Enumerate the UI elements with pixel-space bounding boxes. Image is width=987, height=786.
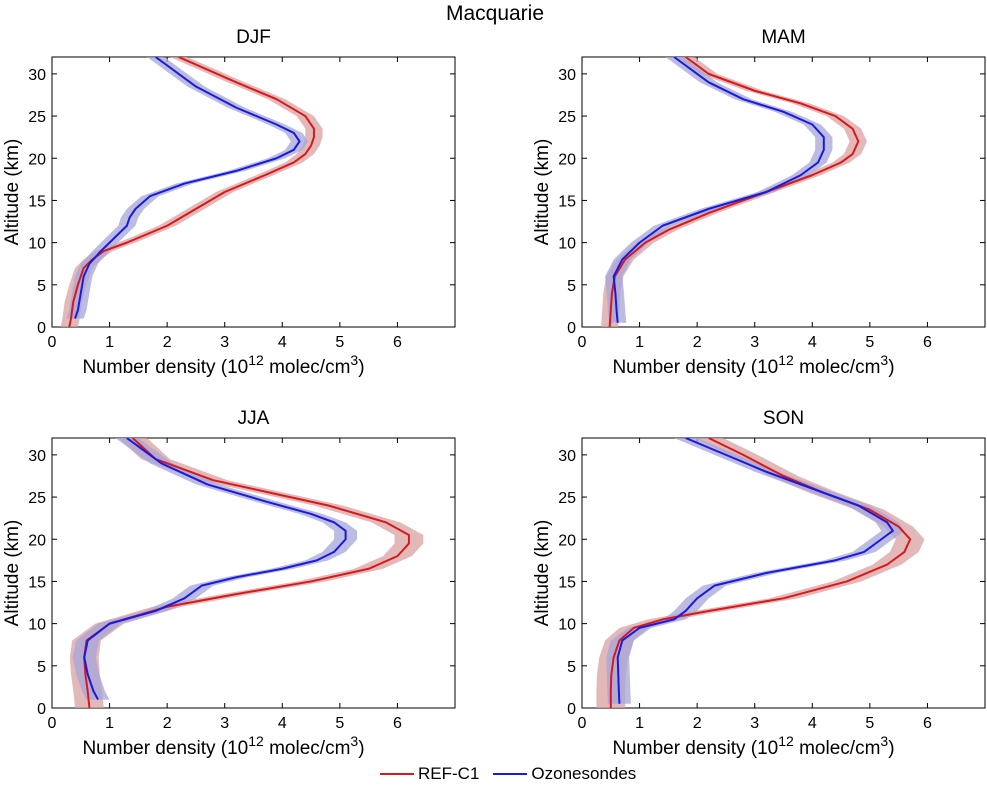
panel-title: SON <box>763 408 804 429</box>
line-ozonesondes <box>616 438 894 704</box>
legend-label-ref-c1: REF-C1 <box>418 764 480 783</box>
y-tick-label: 15 <box>558 574 576 591</box>
line-ozonesondes <box>83 438 347 701</box>
x-tick-label: 5 <box>335 715 344 732</box>
x-tick-label: 4 <box>278 715 287 732</box>
y-tick-label: 30 <box>28 67 46 84</box>
y-axis-label: Altitude (km) <box>2 139 23 246</box>
y-tick-label: 15 <box>558 193 576 210</box>
x-tick-label: 0 <box>48 334 57 351</box>
x-tick-label: 0 <box>48 715 57 732</box>
x-tick-label: 4 <box>278 334 287 351</box>
plot-area <box>69 438 424 708</box>
y-tick-label: 10 <box>28 236 46 253</box>
x-axis-label: Number density (1012​ molec/cm3​) <box>82 733 364 759</box>
legend-swatch-ref-c1 <box>380 773 414 775</box>
y-tick-label: 20 <box>28 151 46 168</box>
plot-frame <box>581 56 986 328</box>
y-tick-label: 25 <box>28 490 46 507</box>
x-tick-label: 6 <box>923 334 932 351</box>
panel-son: SON 0 1 2 3 4 5 6 0 5 10 15 20 25 30 Number density (10… <box>532 408 986 759</box>
x-axis-label: Number density (1012​ molec/cm3​) <box>612 733 894 759</box>
y-axis-label: Altitude (km) <box>2 520 23 627</box>
y-tick-label: 15 <box>28 193 46 210</box>
y-tick-label: 20 <box>28 532 46 549</box>
y-tick-label: 30 <box>28 448 46 465</box>
line-ref-c1 <box>608 57 860 327</box>
x-tick-label: 5 <box>335 334 344 351</box>
x-tick-label: 5 <box>865 334 874 351</box>
plot-frame <box>51 437 456 709</box>
x-tick-label: 0 <box>578 334 587 351</box>
x-tick-label: 2 <box>163 715 172 732</box>
x-axis-label: Number density (1012​ molec/cm3​) <box>82 352 364 378</box>
y-tick-label: 10 <box>558 617 576 634</box>
plot-frame <box>581 437 986 709</box>
y-tick-label: 5 <box>567 659 576 676</box>
y-tick-label: 10 <box>28 617 46 634</box>
panel-jja: JJA 0 1 2 3 4 5 6 0 5 10 15 20 25 30 Number density (10… <box>2 408 456 759</box>
legend: REF-C1 Ozonesondes <box>380 764 650 784</box>
y-tick-label: 30 <box>558 448 576 465</box>
y-tick-label: 20 <box>558 151 576 168</box>
y-tick-label: 0 <box>37 701 46 718</box>
panel-title: JJA <box>238 408 270 429</box>
y-tick-label: 20 <box>558 532 576 549</box>
panel-mam: MAM 0 1 2 3 4 5 6 0 5 10 15 20 25 30 Number density (10… <box>532 27 986 378</box>
y-tick-label: 25 <box>558 109 576 126</box>
x-tick-label: 6 <box>923 715 932 732</box>
band-ref-c1 <box>69 438 424 708</box>
x-tick-label: 3 <box>750 715 759 732</box>
band-ref-c1 <box>596 438 925 708</box>
y-tick-label: 5 <box>567 278 576 295</box>
x-tick-label: 4 <box>808 334 817 351</box>
y-tick-label: 30 <box>558 67 576 84</box>
plot-area <box>600 57 867 327</box>
y-tick-label: 0 <box>37 320 46 337</box>
x-axis-label: Number density (1012​ molec/cm3​) <box>612 352 894 378</box>
x-tick-label: 1 <box>105 715 114 732</box>
x-tick-label: 2 <box>693 715 702 732</box>
x-tick-label: 4 <box>808 715 817 732</box>
y-tick-label: 15 <box>28 574 46 591</box>
x-tick-label: 2 <box>163 334 172 351</box>
x-tick-label: 6 <box>393 334 402 351</box>
x-tick-label: 3 <box>220 715 229 732</box>
legend-swatch-ozonesondes <box>493 773 528 775</box>
legend-label-ozonesondes: Ozonesondes <box>531 764 637 783</box>
legend-item-ozonesondes: Ozonesondes <box>493 764 636 784</box>
panel-title: MAM <box>761 27 805 48</box>
panel-djf: DJF 0 1 2 3 4 5 6 0 5 10 15 20 25 30 Number density (10… <box>2 27 456 378</box>
x-tick-label: 6 <box>393 715 402 732</box>
x-tick-label: 1 <box>105 334 114 351</box>
x-tick-label: 1 <box>635 715 644 732</box>
band-ref-c1 <box>60 57 323 327</box>
y-tick-label: 10 <box>558 236 576 253</box>
y-tick-label: 0 <box>567 701 576 718</box>
plot-frame <box>51 56 456 328</box>
line-ozonesondes <box>612 57 825 323</box>
y-tick-label: 5 <box>37 659 46 676</box>
plot-area <box>60 57 323 327</box>
panel-title: DJF <box>236 27 271 48</box>
legend-item-ref-c1: REF-C1 <box>380 764 479 784</box>
x-tick-label: 0 <box>578 715 587 732</box>
x-tick-label: 5 <box>865 715 874 732</box>
x-tick-label: 2 <box>693 334 702 351</box>
y-tick-label: 25 <box>28 109 46 126</box>
line-ozonesondes <box>74 57 301 319</box>
plot-area <box>596 438 925 708</box>
x-tick-label: 1 <box>635 334 644 351</box>
x-tick-label: 3 <box>220 334 229 351</box>
y-tick-label: 25 <box>558 490 576 507</box>
x-tick-label: 3 <box>750 334 759 351</box>
line-ref-c1 <box>68 57 315 327</box>
y-axis-label: Altitude (km) <box>532 139 553 246</box>
y-axis-label: Altitude (km) <box>532 520 553 627</box>
y-tick-label: 0 <box>567 320 576 337</box>
band-ozonesondes <box>605 57 833 323</box>
figure-title: Macquarie <box>446 2 544 25</box>
y-tick-label: 5 <box>37 278 46 295</box>
